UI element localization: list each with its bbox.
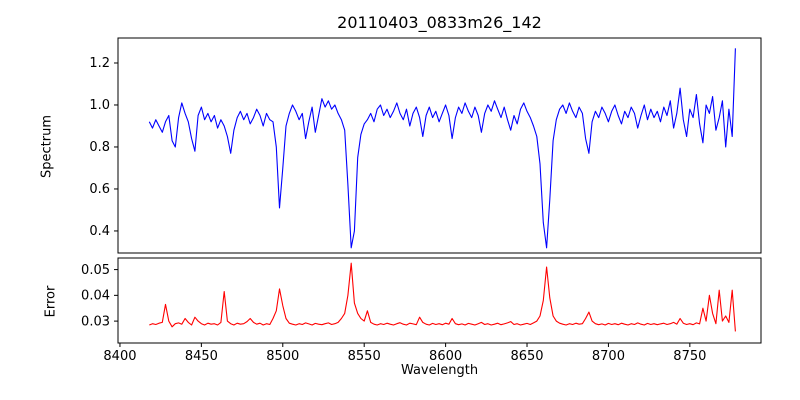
svg-text:0.4: 0.4 <box>89 224 110 239</box>
svg-text:1.2: 1.2 <box>89 56 110 71</box>
svg-text:0.05: 0.05 <box>81 263 110 278</box>
svg-text:8650: 8650 <box>510 349 543 364</box>
svg-text:1.0: 1.0 <box>89 98 110 113</box>
svg-text:0.8: 0.8 <box>89 140 110 155</box>
svg-text:0.04: 0.04 <box>81 289 110 304</box>
svg-text:0.6: 0.6 <box>89 182 110 197</box>
svg-text:8750: 8750 <box>673 349 706 364</box>
wavelength-axis-label: Wavelength <box>400 363 479 378</box>
svg-text:8600: 8600 <box>429 349 462 364</box>
plot-title: 20110403_0833m26_142 <box>337 13 542 32</box>
svg-text:8400: 8400 <box>103 349 136 364</box>
svg-text:8550: 8550 <box>348 349 381 364</box>
svg-text:8450: 8450 <box>185 349 218 364</box>
svg-text:8500: 8500 <box>266 349 299 364</box>
svg-text:8700: 8700 <box>592 349 625 364</box>
svg-text:0.03: 0.03 <box>81 314 110 329</box>
